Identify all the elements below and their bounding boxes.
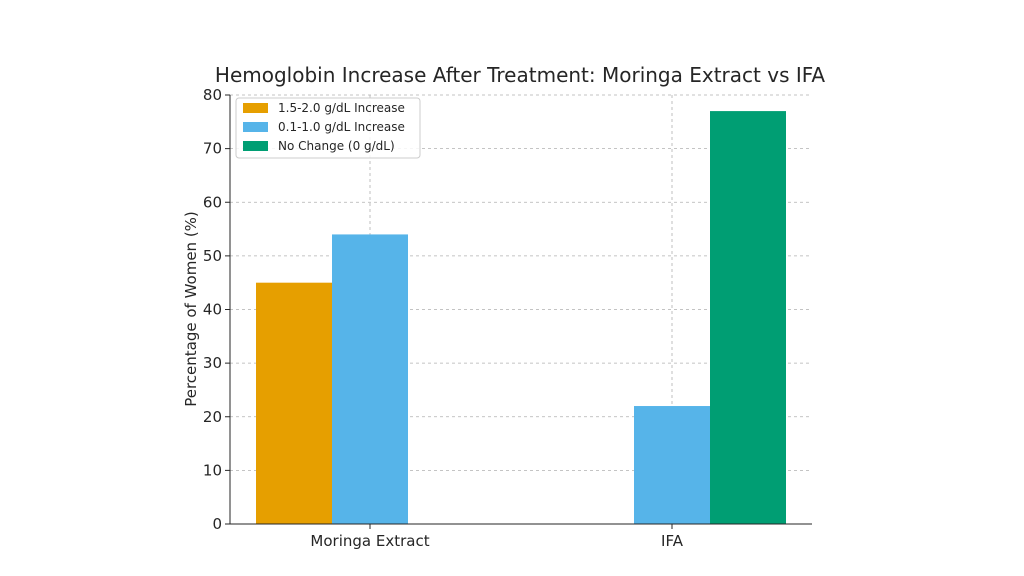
- bar-1-1: [634, 406, 710, 524]
- chart-title: Hemoglobin Increase After Treatment: Mor…: [215, 63, 826, 87]
- legend-label: 1.5-2.0 g/dL Increase: [278, 101, 405, 115]
- legend-swatch: [243, 141, 268, 151]
- y-tick-label: 30: [203, 354, 222, 372]
- legend-swatch: [243, 103, 268, 113]
- bar-0-1: [332, 234, 408, 525]
- y-tick-label: 50: [203, 247, 222, 265]
- legend-swatch: [243, 122, 268, 132]
- y-tick-label: 80: [203, 86, 222, 104]
- bars: [256, 111, 786, 525]
- x-tick-label: IFA: [661, 532, 684, 550]
- legend-label: 0.1-1.0 g/dL Increase: [278, 120, 405, 134]
- y-tick-label: 0: [212, 515, 222, 533]
- legend: 1.5-2.0 g/dL Increase 0.1-1.0 g/dL Increa…: [235, 97, 421, 159]
- x-ticks: Moringa Extract IFA: [310, 524, 684, 550]
- y-ticks: 0 10 20 30 40 50 60 70 80: [203, 86, 230, 533]
- bar-0-0: [256, 282, 332, 524]
- y-tick-label: 10: [203, 461, 222, 479]
- legend-label: No Change (0 g/dL): [278, 139, 395, 153]
- y-axis-label: Percentage of Women (%): [182, 211, 200, 407]
- y-tick-label: 40: [203, 301, 222, 319]
- y-tick-label: 60: [203, 193, 222, 211]
- y-tick-label: 70: [203, 140, 222, 158]
- x-tick-label: Moringa Extract: [310, 532, 429, 550]
- legend-box: [235, 97, 421, 159]
- bar-1-2: [710, 111, 786, 525]
- y-tick-label: 20: [203, 408, 222, 426]
